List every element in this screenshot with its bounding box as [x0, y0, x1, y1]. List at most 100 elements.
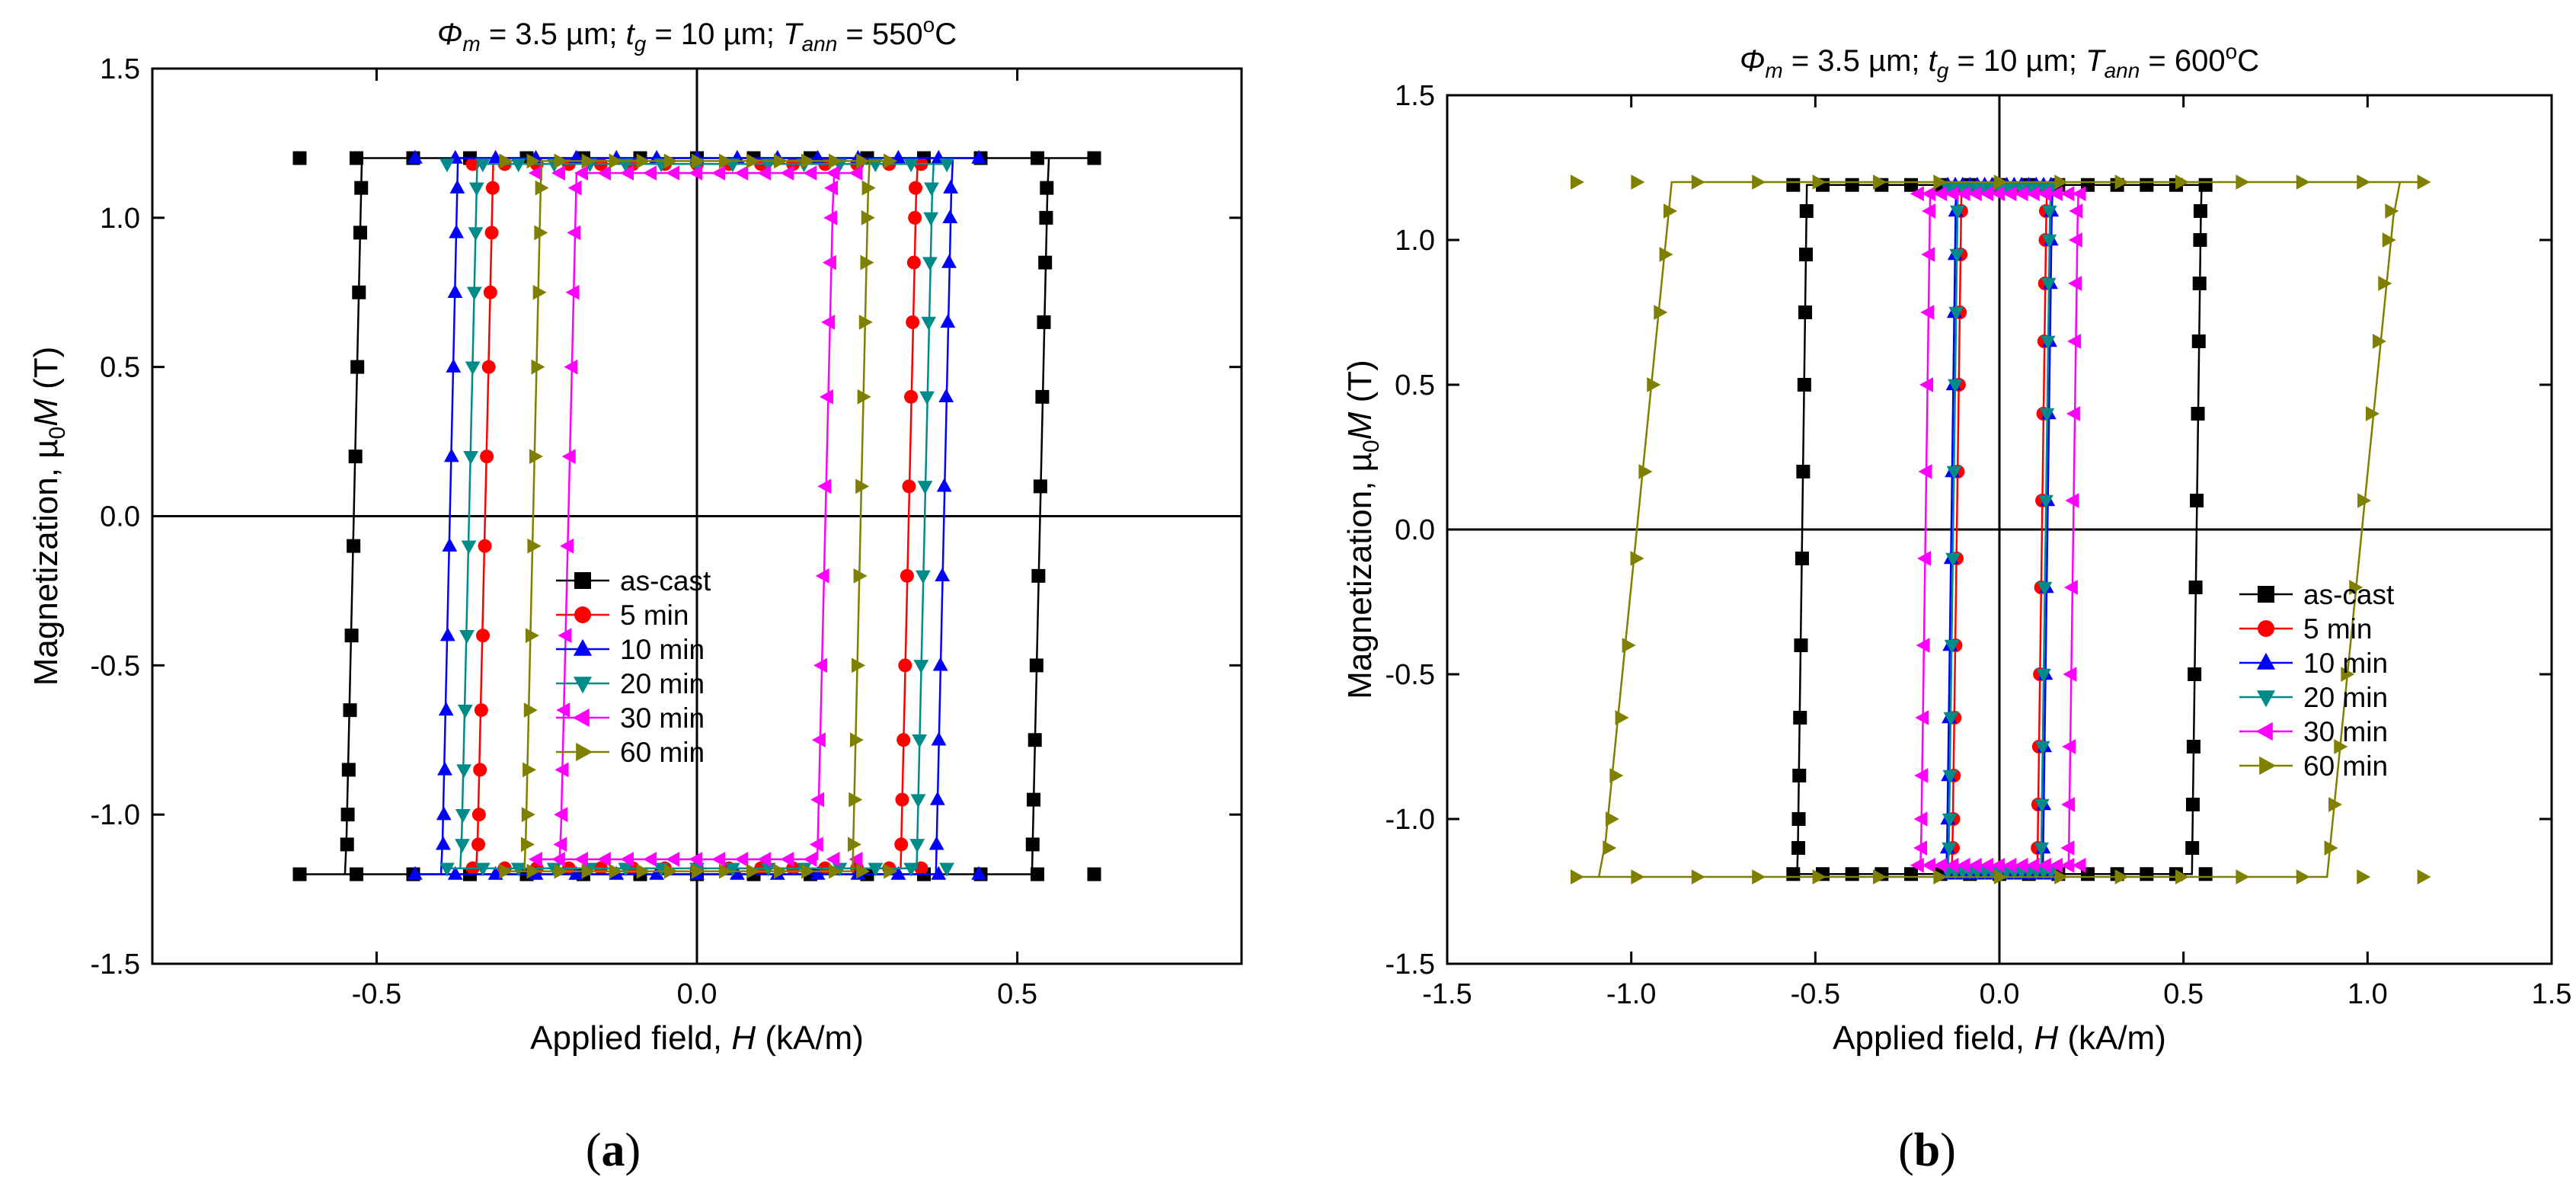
data-point	[567, 225, 581, 241]
data-point	[2072, 186, 2086, 202]
data-point	[849, 732, 864, 748]
data-point	[890, 865, 906, 880]
title-temp: T	[783, 18, 804, 51]
data-point	[2417, 869, 2431, 885]
data-point	[558, 628, 572, 644]
data-point	[2382, 232, 2396, 248]
series-4	[1910, 186, 2086, 873]
legend-label: as-cast	[620, 565, 711, 597]
data-point	[913, 660, 929, 674]
data-point	[447, 865, 463, 880]
data-point	[857, 389, 871, 405]
data-point	[903, 158, 919, 173]
data-point	[1031, 867, 1045, 881]
legend-label: 60 min	[2303, 750, 2388, 782]
data-point	[861, 210, 875, 226]
data-point	[553, 837, 567, 853]
data-point	[1031, 568, 1046, 583]
data-point	[1691, 174, 1705, 190]
data-point	[922, 257, 938, 271]
data-point	[1991, 857, 2006, 873]
data-point	[691, 153, 705, 169]
data-point	[581, 153, 596, 169]
data-point	[449, 179, 465, 194]
data-point	[829, 863, 843, 879]
title-temp-value: = 550	[837, 18, 922, 51]
data-point	[757, 165, 772, 181]
title-temp-sub: ann	[2105, 59, 2140, 82]
data-point	[1031, 151, 1045, 165]
data-point	[1942, 813, 1958, 827]
data-point	[908, 210, 922, 225]
x-axis-label: Applied field, H (kA/m)	[530, 1019, 864, 1057]
caption-letter: b	[1914, 1125, 1940, 1176]
data-point	[561, 449, 576, 465]
data-point	[1087, 867, 1101, 881]
data-point	[468, 182, 484, 197]
data-point	[773, 863, 788, 879]
data-point	[2025, 186, 2040, 202]
title-t: t	[1929, 44, 1938, 78]
data-point	[821, 315, 836, 330]
data-point	[439, 862, 455, 877]
data-point	[2041, 234, 2057, 248]
data-point	[1945, 857, 1959, 873]
data-point	[2060, 840, 2075, 856]
data-point	[860, 254, 874, 270]
data-point	[856, 863, 871, 879]
data-point	[521, 807, 535, 823]
y-tick-label: 0.0	[1395, 514, 1435, 546]
data-point	[568, 865, 584, 880]
data-point	[1943, 712, 1959, 726]
y-label-pre: Magnetization, µ	[1341, 453, 1379, 699]
data-point	[2140, 867, 2154, 881]
data-point	[900, 568, 914, 583]
data-point	[2236, 869, 2250, 885]
data-point	[2036, 668, 2051, 683]
data-point	[971, 865, 987, 880]
title-unit: C	[2237, 44, 2259, 78]
data-point	[643, 165, 657, 181]
data-point	[2193, 204, 2207, 218]
data-point	[849, 852, 863, 867]
data-point	[1794, 638, 1808, 652]
data-point	[443, 448, 459, 462]
data-point	[407, 149, 423, 164]
data-point	[348, 450, 363, 464]
data-point	[931, 731, 947, 746]
series-line-1	[472, 163, 922, 869]
legend-marker	[2258, 586, 2274, 603]
title-phi-value: = 3.5 µm;	[481, 18, 626, 51]
y-axis-label: Magnetization, µ0M (T)	[1341, 360, 1384, 699]
data-point	[1915, 710, 1929, 725]
data-point	[940, 314, 956, 328]
data-point	[943, 179, 959, 194]
data-point	[2193, 233, 2207, 247]
data-point	[746, 863, 760, 879]
data-point	[1603, 840, 1617, 856]
data-point	[2014, 857, 2028, 873]
data-point	[636, 153, 650, 169]
y-label-pre: Magnetization, µ	[27, 440, 65, 686]
y-tick-label: -1.5	[1385, 949, 1435, 981]
data-point	[1845, 867, 1859, 881]
data-point	[528, 852, 542, 867]
caption-open: (	[586, 1125, 602, 1176]
data-point	[478, 539, 492, 553]
data-point	[1799, 248, 1814, 261]
x-tick-label: 1.5	[2532, 978, 2572, 1010]
title-unit: C	[935, 18, 957, 51]
series-5	[499, 153, 898, 879]
data-point	[2040, 335, 2056, 350]
data-point	[449, 224, 465, 238]
data-point	[1993, 869, 2008, 885]
data-point	[746, 153, 760, 169]
data-point	[1029, 658, 1044, 673]
data-point	[2175, 174, 2190, 190]
data-point	[1638, 464, 1653, 479]
data-point	[1028, 733, 1042, 747]
data-point	[532, 284, 547, 300]
data-point	[1914, 768, 1929, 783]
legend-marker	[574, 606, 591, 623]
